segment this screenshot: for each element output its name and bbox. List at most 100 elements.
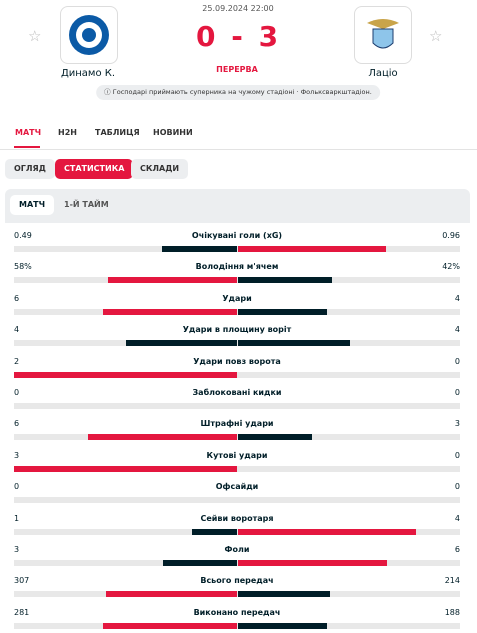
bar-away (238, 340, 350, 347)
stat-label: Заблоковані кидки (192, 388, 282, 397)
bar-track (14, 560, 460, 566)
home-team[interactable]: Динамо К. (60, 68, 116, 79)
stat-away: 0 (454, 356, 460, 366)
stats-list: 0.49 0.96 Очікувані голи (xG) 58% 42% Володін… (5, 223, 470, 633)
score-sep: - (231, 20, 243, 53)
stat-label: Удари повз ворота (193, 356, 281, 366)
bar-track (14, 403, 460, 409)
stat-home: 6 (14, 293, 20, 303)
subtab[interactable]: ОГЛЯД (5, 159, 55, 179)
stat-label: Очікувані голи (xG) (191, 231, 283, 240)
stat-home: 2 (14, 356, 20, 366)
bar-track (14, 465, 460, 472)
bar-track (14, 591, 460, 598)
bar-home (105, 591, 237, 598)
stat-label: Удари в площину воріт (182, 325, 292, 335)
stat-label: Фоли (224, 545, 250, 554)
bar-home (103, 622, 237, 629)
stat-away: 4 (454, 513, 460, 523)
bar-away (238, 622, 328, 629)
score: 0 - 3 (196, 20, 278, 53)
status: ПЕРЕРВА (216, 65, 258, 74)
star[interactable]: ☆ (429, 27, 443, 45)
datetime: 25.09.2024 22:00 (202, 4, 274, 13)
bar-home (14, 465, 237, 472)
bar-track (14, 308, 460, 315)
subtab[interactable]: СКЛАДИ (131, 159, 189, 179)
stat-label: Сейви воротаря (200, 513, 274, 523)
stat-home: 1 (14, 513, 20, 523)
logo-icon (69, 15, 109, 55)
bar-home (103, 308, 237, 315)
bar-away (238, 434, 313, 441)
period[interactable]: МАТЧ (10, 195, 55, 215)
home-score: 0 (195, 20, 216, 53)
bar-away (238, 591, 330, 598)
stat-label: Кутові удари (206, 450, 268, 460)
stat-home: 0 (14, 388, 20, 397)
bar-home (192, 528, 237, 535)
stat-away: 0 (454, 482, 460, 492)
stat-home: 0 (14, 482, 20, 492)
bar-track (14, 340, 460, 347)
bar-home (162, 560, 237, 566)
tab-underline (14, 146, 40, 148)
bar-track (14, 434, 460, 441)
stat-away: 214 (444, 576, 460, 586)
stat-home: 307 (14, 576, 30, 586)
logo-icon (367, 19, 399, 49)
stat-away: 0 (454, 388, 460, 397)
stat-away: 0.96 (442, 231, 460, 240)
stat-home: 3 (14, 545, 20, 554)
stat-home: 3 (14, 450, 20, 460)
stat-away: 188 (444, 607, 460, 617)
stat-away: 4 (454, 293, 460, 303)
bar-away (238, 246, 386, 252)
home-logo[interactable] (60, 6, 118, 64)
stat-home: 281 (14, 607, 30, 617)
bar-track (14, 371, 460, 378)
tab[interactable]: H2H (58, 128, 77, 137)
bar-away (238, 528, 417, 535)
stat-away: 6 (454, 545, 460, 554)
stat-label: Удари (222, 293, 252, 303)
stat-home: 6 (14, 419, 20, 429)
bar-track (14, 277, 460, 284)
tab[interactable]: НОВИНИ (153, 128, 193, 137)
stat-home: 0.49 (14, 231, 32, 240)
period[interactable]: 1-Й ТАЙМ (64, 200, 109, 209)
bar-away (238, 308, 328, 315)
bar-track (14, 246, 460, 252)
bar-track (14, 528, 460, 535)
bar-track (14, 622, 460, 629)
star[interactable]: ☆ (28, 27, 42, 45)
stat-away: 4 (454, 325, 460, 335)
stat-label: Офсайди (215, 482, 259, 492)
bar-track (14, 497, 460, 504)
away-score: 3 (258, 20, 279, 53)
stat-away: 42% (442, 262, 460, 272)
info-banner: ⓘ Господарі приймають суперника на чужом… (96, 85, 380, 100)
bar-away (238, 277, 332, 284)
tab[interactable]: ТАБЛИЦЯ (95, 128, 140, 137)
info-text: Господарі приймають суперника на чужому … (112, 88, 372, 96)
bar-home (14, 371, 237, 378)
bar-away (238, 560, 387, 566)
stat-home: 58% (14, 262, 32, 272)
stat-label: Штрафні удари (200, 419, 274, 429)
tab[interactable]: МАТЧ (15, 128, 42, 137)
stat-away: 3 (454, 419, 460, 429)
stat-label: Виконано передач (193, 607, 281, 617)
divider (0, 149, 477, 150)
away-logo[interactable] (354, 6, 412, 64)
bar-home (161, 246, 237, 252)
away-team[interactable]: Лаціо (368, 68, 398, 79)
stat-label: Всього передач (200, 576, 274, 586)
bar-home (88, 434, 237, 441)
stat-home: 4 (14, 325, 20, 335)
bar-home (107, 277, 237, 284)
subtab[interactable]: СТАТИСТИКА (55, 159, 134, 179)
bar-home (125, 340, 237, 347)
stat-away: 0 (454, 450, 460, 460)
